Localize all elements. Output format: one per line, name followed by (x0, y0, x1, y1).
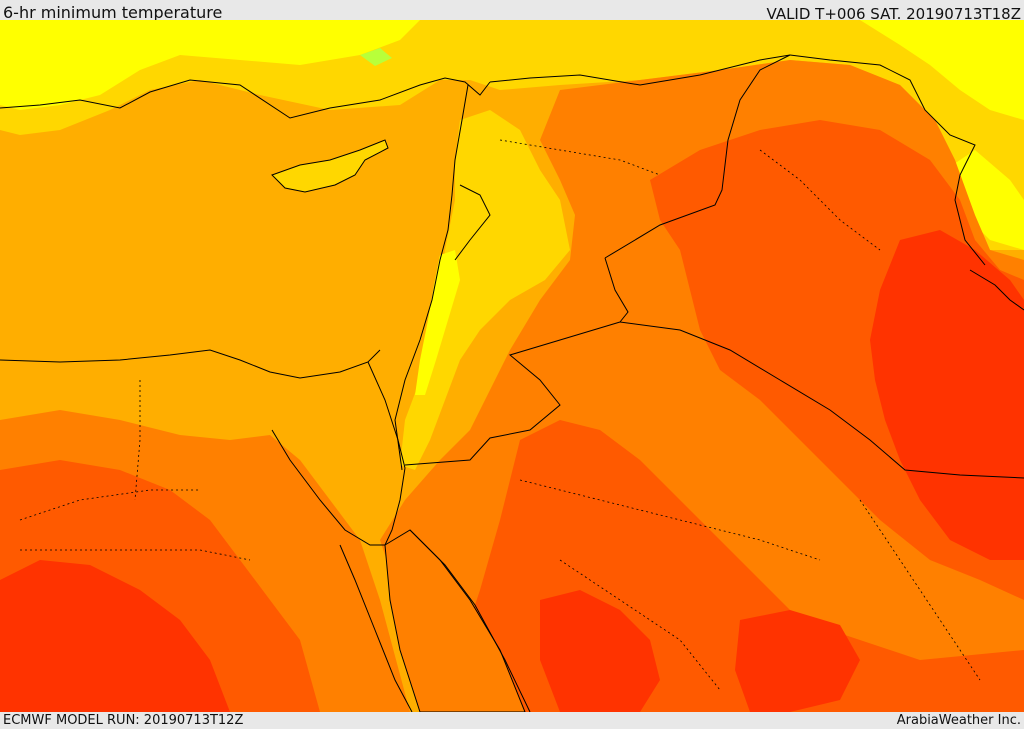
temp-zone-bright-yellow-north (0, 20, 420, 110)
temp-zone-red-gulf (870, 230, 1024, 560)
temp-zone-red-arabia (540, 590, 660, 712)
map-canvas (0, 20, 1024, 712)
border-iraq-iran (789, 54, 986, 266)
temperature-map (0, 20, 1024, 712)
cyprus-island (271, 139, 389, 193)
levant-coast (394, 84, 469, 471)
admin-border-egypt-1 (134, 380, 141, 501)
credit: ArabiaWeather Inc. (896, 713, 1021, 728)
admin-borders (19, 139, 981, 691)
border-turkey-syria (489, 54, 791, 86)
sinai-gulf-suez (271, 429, 385, 546)
border-syria-iraq (604, 54, 791, 259)
admin-border-sudan (20, 549, 251, 561)
admin-border-egypt-2 (19, 489, 200, 521)
header-bar: 6-hr minimum temperature VALID T+006 SAT… (0, 0, 1024, 23)
temp-zone-red-central (735, 610, 860, 712)
model-run: ECMWF MODEL RUN: 20190713T12Z (3, 713, 244, 728)
red-sea-west-coast (339, 544, 413, 712)
border-egypt-israel (367, 361, 406, 469)
admin-border-saudi-3 (859, 499, 981, 681)
coastlines (0, 77, 1024, 712)
temp-zone-bright-yellow-ne (860, 20, 1024, 120)
temp-zone-red-africa (0, 560, 230, 712)
persian-gulf-coast (969, 269, 1024, 311)
valid-time: VALID T+006 SAT. 20190713T18Z (766, 5, 1021, 23)
admin-border-iraq-1 (759, 149, 881, 251)
temp-zone-yellow-north (0, 20, 1024, 250)
border-syria-lebanon (454, 184, 491, 261)
border-jordan-iraq (604, 257, 629, 323)
temp-zone-green-spot (360, 48, 392, 66)
footer-bar: ECMWF MODEL RUN: 20190713T12Z ArabiaWeat… (0, 712, 1024, 729)
admin-border-syria-1 (499, 139, 661, 176)
red-sea-east-coast (409, 529, 531, 712)
temp-zone-yellow-levant (400, 110, 570, 470)
border-jordan-saudi (404, 321, 621, 466)
border-iraq-saudi (619, 321, 1024, 479)
gulf-aqaba (384, 467, 406, 546)
temp-zone-bright-yellow-zagros (945, 150, 1024, 250)
turkey-south-coast (0, 77, 491, 119)
country-borders (367, 54, 1024, 479)
admin-border-saudi-2 (559, 559, 721, 691)
map-title: 6-hr minimum temperature (3, 3, 223, 22)
egypt-north-coast (0, 349, 381, 379)
temp-zone-yellow-levant-coast (415, 250, 460, 395)
